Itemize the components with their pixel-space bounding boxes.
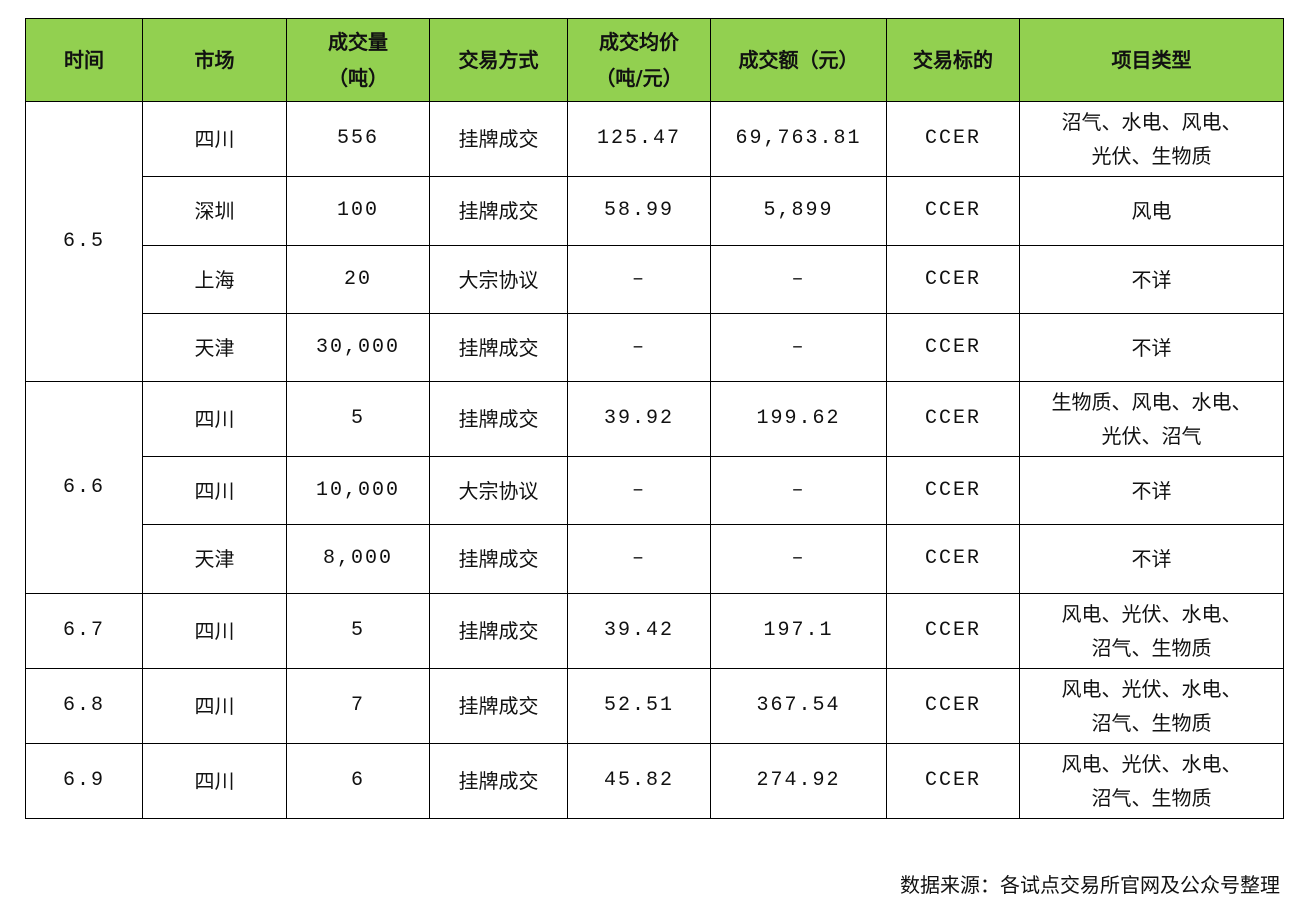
cell-date: 6.9 bbox=[25, 743, 143, 819]
cell-target: CCER bbox=[886, 668, 1020, 744]
cell-target: CCER bbox=[886, 593, 1020, 669]
cell-target: CCER bbox=[886, 313, 1020, 382]
cell-trade-method: 挂牌成交 bbox=[429, 313, 568, 382]
cell-target: CCER bbox=[886, 524, 1020, 594]
cell-project-type: 风电、光伏、水电、 沼气、生物质 bbox=[1019, 668, 1284, 744]
cell-volume: 100 bbox=[286, 176, 430, 246]
cell-date: 6.7 bbox=[25, 593, 143, 669]
cell-amount: – bbox=[710, 456, 887, 525]
table-row: 天津 30,000 挂牌成交 – – CCER 不详 bbox=[26, 313, 1284, 382]
table-row: 6.7 四川 5 挂牌成交 39.42 197.1 CCER 风电、光伏、水电、 沼气、生物质 bbox=[25, 593, 1284, 669]
table-row: 深圳 100 挂牌成交 58.99 5,899 CCER 风电 bbox=[26, 176, 1284, 246]
table-row: 6.9 四川 6 挂牌成交 45.82 274.92 CCER 风电、光伏、水电、 沼气、生物… bbox=[25, 743, 1284, 819]
cell-project-type: 风电、光伏、水电、 沼气、生物质 bbox=[1019, 743, 1284, 819]
cell-market: 四川 bbox=[142, 668, 287, 744]
cell-market: 四川 bbox=[142, 456, 287, 525]
cell-amount: – bbox=[710, 524, 887, 594]
cell-market: 四川 bbox=[142, 593, 287, 669]
cell-amount: 69,763.81 bbox=[710, 101, 887, 177]
cell-avg-price: – bbox=[567, 245, 711, 314]
cell-amount: 199.62 bbox=[710, 381, 887, 457]
cell-project-type: 不详 bbox=[1019, 456, 1284, 525]
table-row: 6.6 四川 5 挂牌成交 39.92 199.62 CCER 生物质、风电、水电、 光伏、沼… bbox=[25, 381, 1284, 594]
cell-trade-method: 挂牌成交 bbox=[429, 743, 568, 819]
header-date: 时间 bbox=[25, 18, 143, 102]
cell-project-type: 不详 bbox=[1019, 245, 1284, 314]
header-target: 交易标的 bbox=[886, 18, 1020, 102]
table-row: 四川 10,000 大宗协议 – – CCER 不详 bbox=[26, 456, 1284, 525]
cell-trade-method: 挂牌成交 bbox=[429, 593, 568, 669]
cell-trade-method: 挂牌成交 bbox=[429, 381, 568, 457]
header-trade-method: 交易方式 bbox=[429, 18, 568, 102]
cell-volume: 5 bbox=[286, 381, 430, 457]
cell-avg-price: – bbox=[567, 456, 711, 525]
header-project-type: 项目类型 bbox=[1019, 18, 1284, 102]
cell-amount: 367.54 bbox=[710, 668, 887, 744]
cell-volume: 556 bbox=[286, 101, 430, 177]
cell-volume: 10,000 bbox=[286, 456, 430, 525]
cell-project-type: 沼气、水电、风电、 光伏、生物质 bbox=[1019, 101, 1284, 177]
cell-market: 四川 bbox=[142, 101, 287, 177]
table-body: 6.5 四川 556 挂牌成交 125.47 69,763.81 CCER 沼气、水电、风电、… bbox=[25, 101, 1284, 819]
cell-trade-method: 挂牌成交 bbox=[429, 176, 568, 246]
cell-trade-method: 大宗协议 bbox=[429, 456, 568, 525]
cell-trade-method: 挂牌成交 bbox=[429, 101, 568, 177]
cell-project-type: 生物质、风电、水电、 光伏、沼气 bbox=[1019, 381, 1284, 457]
cell-volume: 8,000 bbox=[286, 524, 430, 594]
cell-market: 四川 bbox=[142, 743, 287, 819]
cell-market: 天津 bbox=[142, 313, 287, 382]
cell-avg-price: 52.51 bbox=[567, 668, 711, 744]
cell-avg-price: 39.42 bbox=[567, 593, 711, 669]
cell-date: 6.6 bbox=[25, 381, 143, 594]
cell-date: 6.5 bbox=[25, 101, 143, 382]
cell-volume: 7 bbox=[286, 668, 430, 744]
header-market: 市场 bbox=[142, 18, 287, 102]
cell-project-type: 风电 bbox=[1019, 176, 1284, 246]
cell-target: CCER bbox=[886, 743, 1020, 819]
cell-volume: 5 bbox=[286, 593, 430, 669]
cell-avg-price: – bbox=[567, 524, 711, 594]
table-row: 6.8 四川 7 挂牌成交 52.51 367.54 CCER 风电、光伏、水电、 沼气、生物… bbox=[25, 668, 1284, 744]
cell-trade-method: 挂牌成交 bbox=[429, 524, 568, 594]
cell-project-type: 不详 bbox=[1019, 524, 1284, 594]
header-amount: 成交额（元） bbox=[710, 18, 887, 102]
header-row: 时间 市场 成交量 （吨） 交易方式 成交均价 （吨/元） 成交额（元） 交易标的 项目类型 bbox=[25, 18, 1284, 102]
cell-trade-method: 挂牌成交 bbox=[429, 668, 568, 744]
cell-target: CCER bbox=[886, 245, 1020, 314]
header-avg-price: 成交均价 （吨/元） bbox=[567, 18, 711, 102]
cell-market: 上海 bbox=[142, 245, 287, 314]
table-row: 6.5 四川 556 挂牌成交 125.47 69,763.81 CCER 沼气、水电、风电、… bbox=[25, 101, 1284, 382]
cell-amount: – bbox=[710, 313, 887, 382]
cell-avg-price: 45.82 bbox=[567, 743, 711, 819]
trading-table: 时间 市场 成交量 （吨） 交易方式 成交均价 （吨/元） 成交额（元） 交易标的 项目类型 … bbox=[25, 18, 1284, 819]
cell-amount: 197.1 bbox=[710, 593, 887, 669]
cell-market: 深圳 bbox=[142, 176, 287, 246]
source-note: 数据来源：各试点交易所官网及公众号整理 bbox=[900, 873, 1280, 897]
table-row: 上海 20 大宗协议 – – CCER 不详 bbox=[26, 245, 1284, 314]
cell-market: 天津 bbox=[142, 524, 287, 594]
header-volume: 成交量 （吨） bbox=[286, 18, 430, 102]
cell-amount: 5,899 bbox=[710, 176, 887, 246]
cell-target: CCER bbox=[886, 381, 1020, 457]
cell-volume: 20 bbox=[286, 245, 430, 314]
table-row: 天津 8,000 挂牌成交 – – CCER 不详 bbox=[26, 524, 1284, 594]
cell-project-type: 不详 bbox=[1019, 313, 1284, 382]
cell-project-type: 风电、光伏、水电、 沼气、生物质 bbox=[1019, 593, 1284, 669]
cell-avg-price: 39.92 bbox=[567, 381, 711, 457]
cell-target: CCER bbox=[886, 456, 1020, 525]
cell-date: 6.8 bbox=[25, 668, 143, 744]
cell-amount: – bbox=[710, 245, 887, 314]
cell-target: CCER bbox=[886, 101, 1020, 177]
cell-volume: 30,000 bbox=[286, 313, 430, 382]
cell-avg-price: 125.47 bbox=[567, 101, 711, 177]
cell-target: CCER bbox=[886, 176, 1020, 246]
cell-trade-method: 大宗协议 bbox=[429, 245, 568, 314]
cell-market: 四川 bbox=[142, 381, 287, 457]
cell-avg-price: 58.99 bbox=[567, 176, 711, 246]
cell-volume: 6 bbox=[286, 743, 430, 819]
cell-amount: 274.92 bbox=[710, 743, 887, 819]
cell-avg-price: – bbox=[567, 313, 711, 382]
